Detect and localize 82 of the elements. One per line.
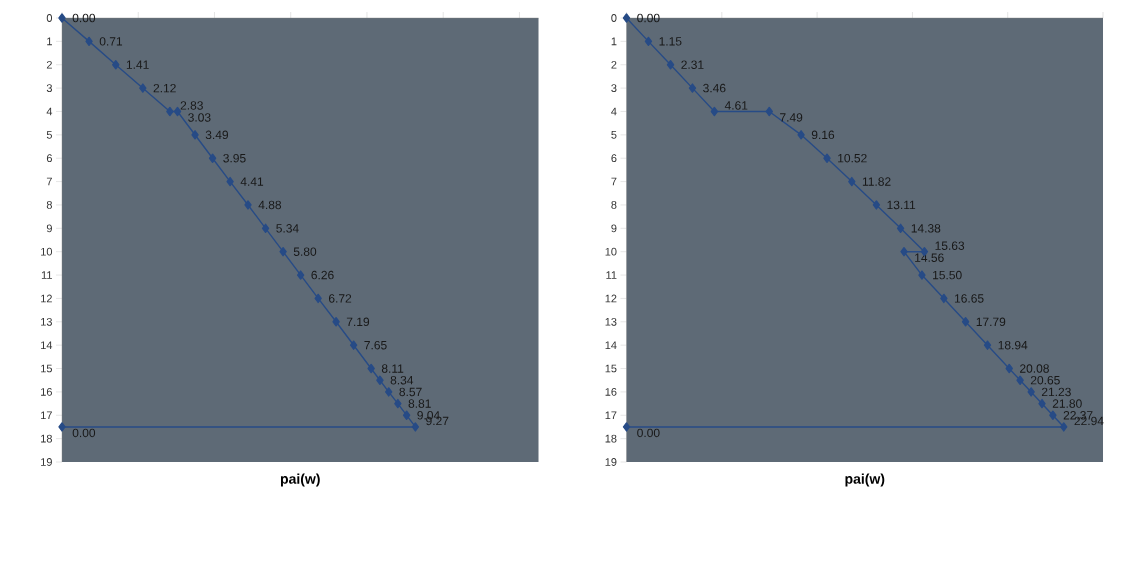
data-label: 0.00 <box>637 428 660 438</box>
data-label: 17.79 <box>976 317 1006 327</box>
data-label: 1.15 <box>659 37 682 46</box>
data-label: 3.46 <box>703 83 726 93</box>
y-tick-label: 14 <box>41 341 53 349</box>
data-label: 15.63 <box>935 241 965 250</box>
data-label: 11.82 <box>862 177 891 186</box>
y-tick-label: 9 <box>611 224 617 233</box>
data-label: 3.95 <box>223 153 246 163</box>
data-label: 9.16 <box>811 130 835 140</box>
y-tick-label: 2 <box>46 60 52 69</box>
y-tick-label: 5 <box>46 131 52 139</box>
data-label: 16.65 <box>954 294 984 303</box>
y-tick-label: 4 <box>611 107 617 116</box>
y-tick-label: 0 <box>46 14 53 22</box>
data-label: 0.00 <box>72 428 96 438</box>
data-label: 21.80 <box>1052 399 1082 408</box>
y-tick-label: 6 <box>46 154 52 163</box>
y-tick-label: 0 <box>611 14 617 22</box>
y-tick-label: 1 <box>47 37 52 46</box>
y-tick-label: 19 <box>41 458 52 466</box>
data-label: 18.94 <box>998 340 1028 350</box>
data-label: 10.52 <box>838 153 867 163</box>
y-tick-label: 9 <box>46 224 52 233</box>
y-tick-label: 7 <box>611 177 617 186</box>
y-tick-label: 12 <box>605 294 617 303</box>
y-tick-label: 17 <box>605 411 617 420</box>
y-tick-label: 8 <box>611 201 617 209</box>
data-label: 7.49 <box>780 113 803 122</box>
y-tick-label: 6 <box>611 154 617 163</box>
y-tick-label: 13 <box>605 317 617 326</box>
data-label: 7.65 <box>364 340 387 350</box>
y-tick-label: 4 <box>46 107 53 116</box>
y-tick-label: 10 <box>41 247 53 256</box>
data-label: 0.71 <box>99 37 123 46</box>
data-label: 13.11 <box>887 200 916 210</box>
y-tick-label: 18 <box>41 434 52 443</box>
y-tick-label: 1 <box>611 37 617 46</box>
y-tick-label: 14 <box>605 341 617 349</box>
data-label: 2.83 <box>180 101 203 110</box>
y-tick-label: 16 <box>41 388 52 396</box>
y-tick-label: 12 <box>41 294 52 303</box>
y-tick-label: 3 <box>611 84 617 93</box>
data-label: 3.49 <box>205 130 229 140</box>
y-tick-label: 2 <box>611 60 617 69</box>
data-label: 3.03 <box>188 113 211 122</box>
y-tick-label: 16 <box>605 388 617 396</box>
data-label: 2.31 <box>681 60 704 69</box>
data-label: 7.19 <box>346 317 370 327</box>
data-label: 4.41 <box>240 177 264 186</box>
y-tick-label: 8 <box>46 201 52 209</box>
data-label: 2.12 <box>153 83 176 93</box>
data-label: 8.57 <box>399 387 422 397</box>
y-tick-label: 17 <box>41 411 52 420</box>
data-label: 8.81 <box>408 399 431 408</box>
y-tick-label: 11 <box>606 271 617 279</box>
data-label: 1.41 <box>126 60 149 69</box>
data-label: 5.80 <box>293 247 317 256</box>
data-label: 20.65 <box>1030 375 1060 385</box>
y-tick-label: 3 <box>46 84 52 93</box>
y-tick-label: 11 <box>41 271 52 279</box>
data-label: 8.34 <box>390 375 414 385</box>
data-label: 5.34 <box>276 224 299 233</box>
data-label: 15.50 <box>933 270 962 280</box>
y-tick-label: 7 <box>46 177 52 186</box>
x-axis-title: pai(w) <box>845 473 885 487</box>
data-label: 20.08 <box>1020 364 1049 373</box>
y-tick-label: 5 <box>611 131 617 139</box>
y-tick-label: 10 <box>605 247 617 256</box>
data-label: 4.61 <box>724 101 748 110</box>
data-label: 4.88 <box>258 200 282 210</box>
y-tick-label: 19 <box>605 458 617 466</box>
data-label: 8.11 <box>381 364 404 373</box>
y-tick-label: 15 <box>41 364 52 373</box>
data-label: 21.23 <box>1041 387 1071 397</box>
y-tick-label: 15 <box>605 364 617 373</box>
data-label: 6.72 <box>328 294 352 303</box>
x-axis-title: pai(w) <box>280 473 320 487</box>
y-tick-label: 18 <box>605 434 617 443</box>
y-tick-label: 13 <box>41 317 52 326</box>
data-label: 6.26 <box>311 270 334 280</box>
data-label: 14.38 <box>911 224 941 233</box>
